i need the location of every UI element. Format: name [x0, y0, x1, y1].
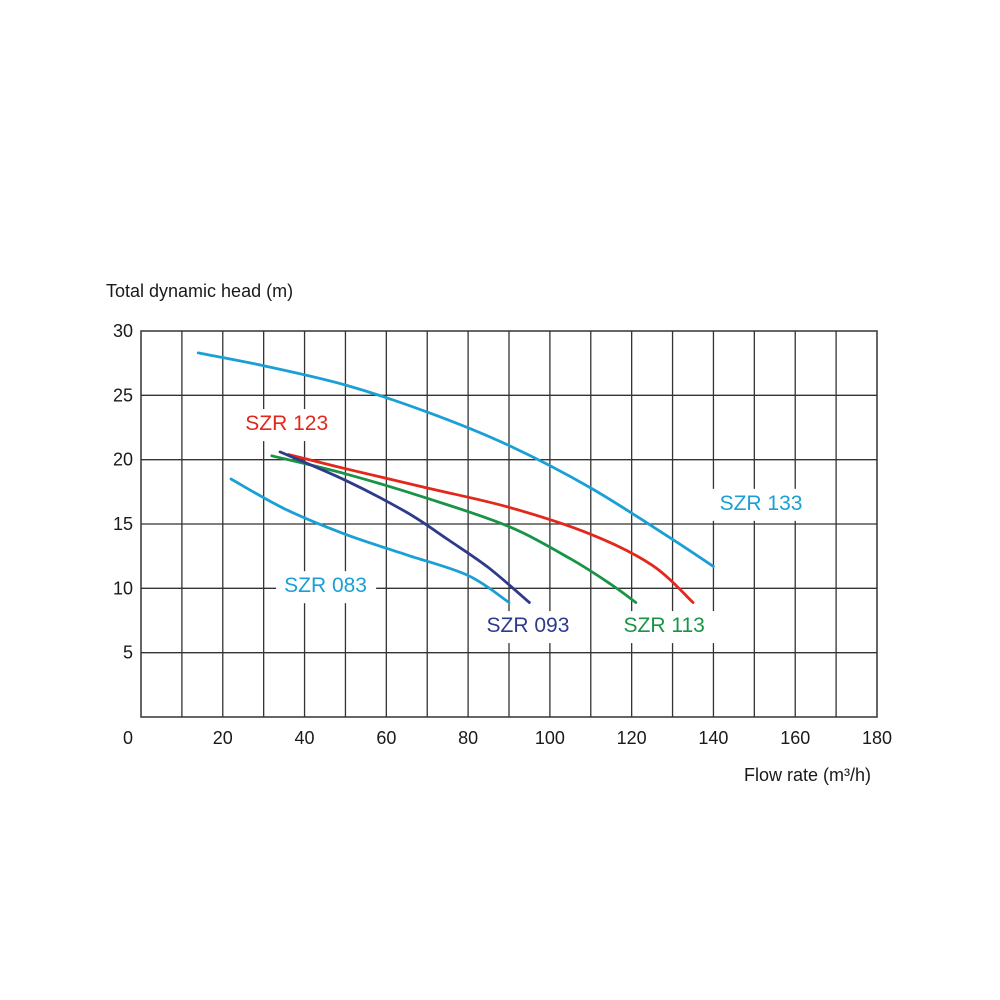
series-label-background — [711, 488, 812, 521]
series-line-szr-083 — [229, 477, 511, 604]
x-tick-label: 140 — [698, 728, 728, 748]
x-tick-label: 60 — [376, 728, 396, 748]
x-tick-label: 160 — [780, 728, 810, 748]
series-label-szr-083: SZR 083 — [284, 574, 367, 597]
series-label-background — [478, 611, 579, 644]
series-label-szr-093: SZR 093 — [487, 614, 570, 637]
series-label-szr-113: SZR 113 — [623, 614, 704, 637]
series-label-szr-133: SZR 133 — [720, 492, 803, 515]
plot-frame — [140, 330, 878, 718]
x-tick-label: 120 — [617, 728, 647, 748]
x-tick-label: 100 — [535, 728, 565, 748]
y-axis-title: Total dynamic head (m) — [106, 281, 294, 301]
y-tick-label: 20 — [113, 450, 133, 470]
series-label-background — [615, 611, 716, 644]
series-label-background — [237, 409, 338, 442]
y-tick-label: 25 — [113, 385, 133, 405]
series-line-szr-123 — [286, 453, 695, 604]
y-tick-label: 10 — [113, 578, 133, 598]
y-tick-label: 30 — [113, 321, 133, 341]
x-tick-label: 40 — [295, 728, 315, 748]
series-line-szr-133 — [196, 351, 715, 568]
x-axis-title: Flow rate (m³/h) — [744, 765, 872, 785]
y-tick-label: 15 — [113, 514, 133, 534]
series-label-szr-123: SZR 123 — [245, 412, 328, 435]
x-tick-label: 80 — [458, 728, 478, 748]
x-tick-label: 0 — [123, 728, 133, 748]
x-tick-label: 20 — [213, 728, 233, 748]
series-line-szr-113 — [270, 454, 638, 604]
series-label-background — [276, 571, 377, 604]
y-tick-label: 5 — [123, 643, 133, 663]
series-line-szr-093 — [278, 450, 531, 604]
x-tick-label: 180 — [862, 728, 892, 748]
